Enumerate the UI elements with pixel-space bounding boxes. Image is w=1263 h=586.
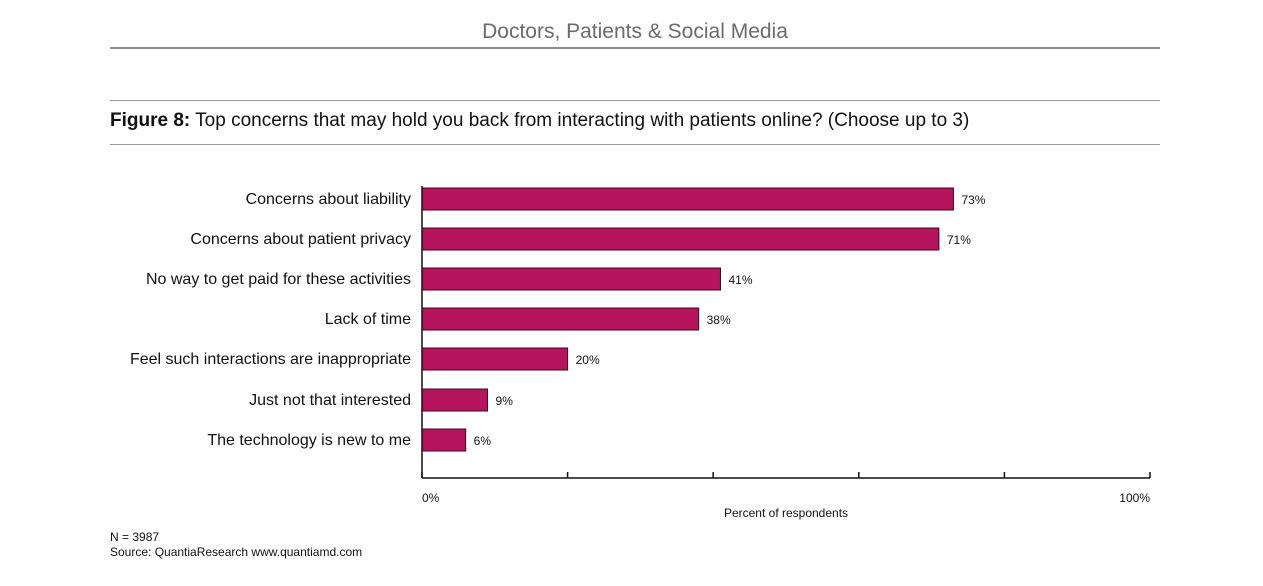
source-note: Source: QuantiaResearch www.quantiamd.co… (110, 545, 363, 559)
bar-value-label: 73% (961, 193, 985, 207)
category-label: Concerns about liability (246, 191, 411, 208)
caption-top-divider (110, 100, 1160, 101)
bar-value-label: 9% (496, 394, 514, 408)
sample-size-note: N = 3987 (110, 530, 160, 544)
bar-value-label: 71% (947, 233, 971, 247)
bar (421, 428, 467, 452)
bar-value-label: 6% (474, 434, 492, 448)
bar (421, 187, 954, 211)
category-label: Feel such interactions are inappropriate (130, 351, 411, 368)
x-tick-label-min: 0% (422, 491, 440, 505)
bar-value-label: 41% (728, 273, 752, 287)
bar-value-label: 20% (576, 353, 600, 367)
figure-caption: Figure 8: Top concerns that may hold you… (110, 110, 969, 132)
figure-label: Figure 8: (110, 110, 191, 131)
x-axis-title: Percent of respondents (724, 506, 848, 520)
bar (421, 227, 940, 251)
caption-bottom-divider (110, 144, 1160, 145)
header-divider (110, 47, 1160, 49)
figure-caption-text: Top concerns that may hold you back from… (190, 110, 970, 131)
bar (421, 267, 721, 291)
category-label: Just not that interested (249, 392, 411, 409)
bar-value-label: 38% (707, 313, 731, 327)
category-label: No way to get paid for these activities (146, 271, 411, 288)
bar (421, 388, 489, 412)
category-label: Concerns about patient privacy (190, 231, 411, 248)
bar (421, 307, 700, 331)
bar (421, 347, 569, 371)
category-label: Lack of time (325, 311, 411, 328)
x-tick-label-max: 100% (1119, 491, 1150, 505)
page-header-title: Doctors, Patients & Social Media (482, 20, 788, 43)
category-label: The technology is new to me (207, 432, 411, 449)
